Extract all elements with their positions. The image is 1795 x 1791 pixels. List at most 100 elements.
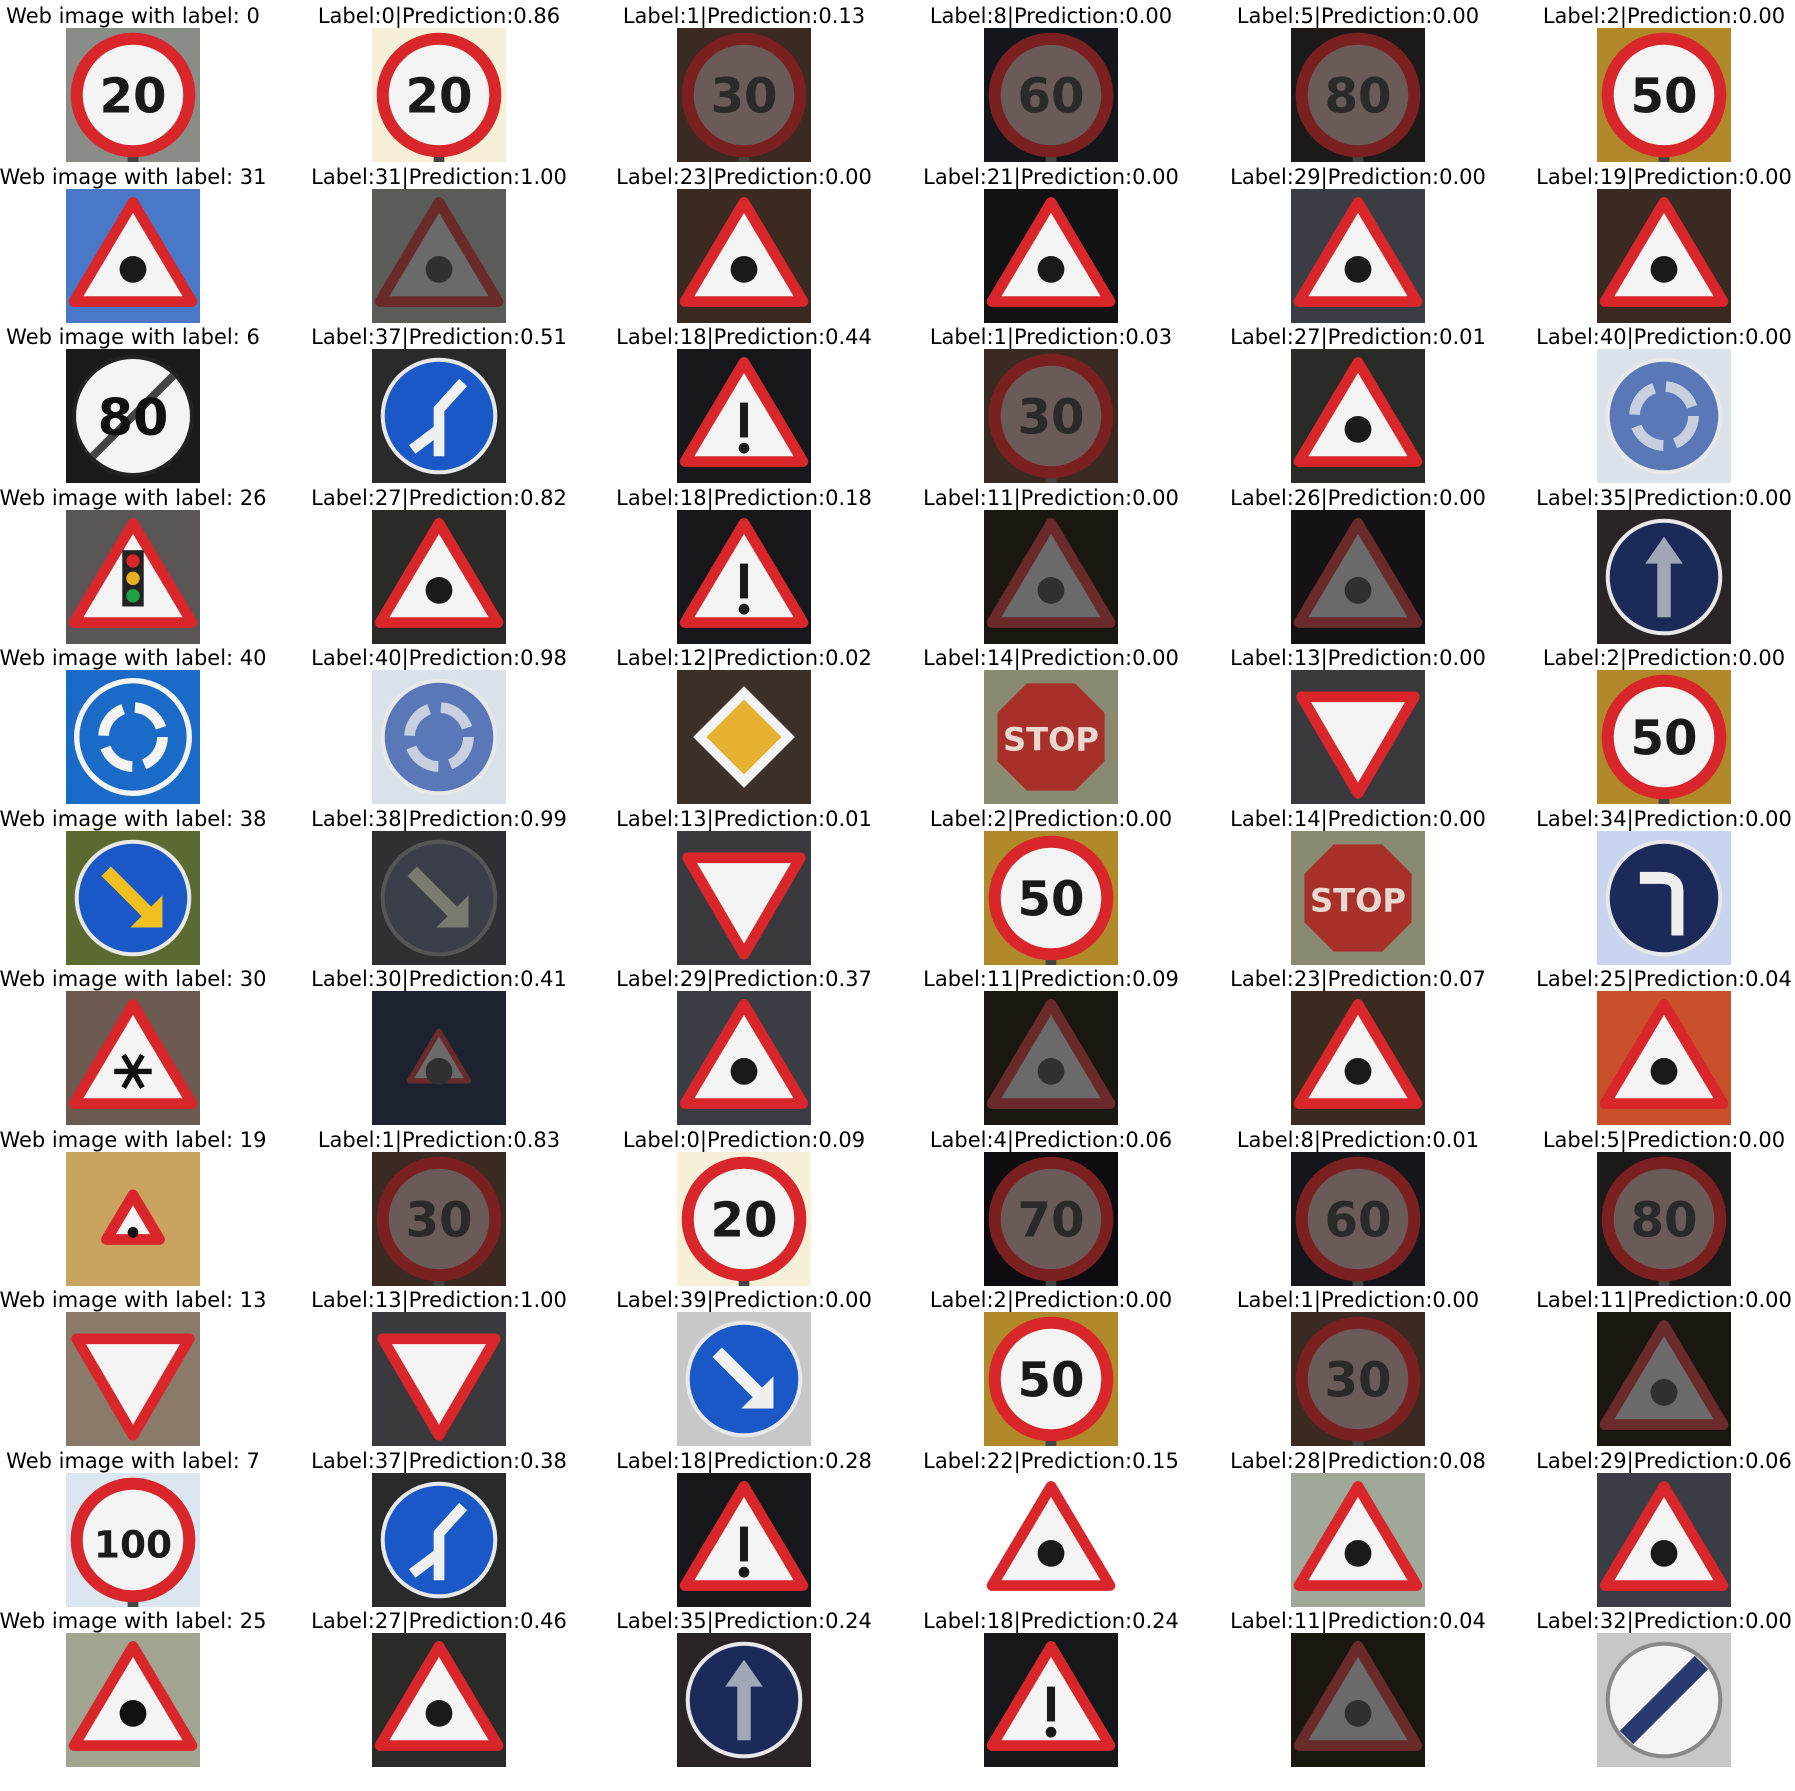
web-sign-image: 100 [66, 1472, 200, 1607]
predicted-sign-image: 30 [372, 1151, 506, 1286]
warning-small-sign-icon [372, 991, 506, 1125]
prediction-title: Label:11|Prediction:0.09 [923, 967, 1179, 991]
svg-text:100: 100 [94, 1522, 172, 1566]
web-sign-image [66, 991, 200, 1125]
prediction-title: Label:35|Prediction:0.00 [1536, 485, 1792, 510]
prediction-cell: Label:27|Prediction:0.82 [289, 482, 589, 644]
prediction-title: Label:8|Prediction:0.00 [929, 4, 1173, 28]
speed-70-dark-sign-icon: 70 [984, 1151, 1118, 1286]
svg-text:80: 80 [1630, 1192, 1697, 1248]
prediction-cell: Label:21|Prediction:0.00 [901, 161, 1201, 323]
web-sign-image [66, 1151, 200, 1286]
prediction-title: Label:26|Prediction:0.00 [1230, 485, 1486, 510]
predicted-sign-image [1291, 188, 1425, 323]
web-image-title: Web image with label: 6 [6, 325, 260, 349]
speed-30-sign-icon: 30 [984, 349, 1118, 483]
predicted-sign-image: 80 [1597, 1151, 1731, 1286]
priority-sign-icon [677, 670, 811, 804]
predicted-sign-image [984, 1472, 1118, 1607]
stop-sign-icon: STOP [984, 670, 1118, 804]
prediction-title: Label:18|Prediction:0.44 [616, 325, 872, 349]
svg-text:STOP: STOP [1310, 881, 1406, 919]
warning-excl-sign-icon [677, 509, 811, 644]
predicted-sign-image: STOP [1291, 830, 1425, 965]
prediction-cell: Label:23|Prediction:0.00 [594, 161, 894, 323]
warning-bike-sign-icon [1291, 188, 1425, 323]
prediction-cell: Label:13|Prediction:0.00 [1208, 642, 1508, 804]
web-image-cell: Web image with label: 0 20 [0, 0, 283, 162]
yield-sign-icon [372, 1312, 506, 1446]
blue-round-sign-icon [1597, 349, 1731, 483]
predicted-sign-image [372, 509, 506, 644]
prediction-title: Label:1|Prediction:0.00 [1236, 1288, 1480, 1312]
prediction-cell: Label:23|Prediction:0.07 [1208, 963, 1508, 1125]
predicted-sign-image [1597, 991, 1731, 1125]
predicted-sign-image [984, 188, 1118, 323]
end-80-sign-icon: 80 [66, 349, 200, 483]
predicted-sign-image [372, 991, 506, 1125]
prediction-title: Label:14|Prediction:0.00 [1230, 806, 1486, 831]
prediction-title: Label:2|Prediction:0.00 [929, 1288, 1173, 1312]
prediction-cell: Label:26|Prediction:0.00 [1208, 482, 1508, 644]
prediction-cell: Label:5|Prediction:0.00 80 [1208, 0, 1508, 162]
web-image-cell: Web image with label: 25 [0, 1605, 283, 1767]
warning-dim-sign-icon [372, 188, 506, 323]
prediction-title: Label:12|Prediction:0.02 [616, 646, 872, 670]
svg-text:30: 30 [710, 68, 777, 124]
prediction-cell: Label:31|Prediction:1.00 [289, 161, 589, 323]
warning-curve-web-sign-icon [66, 1151, 200, 1286]
prediction-title: Label:21|Prediction:0.00 [923, 164, 1179, 189]
warning-excl-sign-icon [984, 1633, 1118, 1767]
warning-bike-sign-icon [677, 991, 811, 1125]
prediction-cell: Label:11|Prediction:0.09 [901, 963, 1201, 1125]
blue-keep-left-sign-icon [677, 1312, 811, 1446]
predicted-sign-image: 20 [372, 28, 506, 162]
speed-100-sign-icon: 100 [66, 1472, 200, 1607]
prediction-cell: Label:37|Prediction:0.38 [289, 1445, 589, 1607]
svg-text:20: 20 [710, 1192, 777, 1248]
prediction-cell: Label:4|Prediction:0.06 70 [901, 1124, 1201, 1286]
prediction-cell: Label:18|Prediction:0.28 [594, 1445, 894, 1607]
prediction-title: Label:37|Prediction:0.38 [311, 1448, 567, 1473]
stop-sign-icon: STOP [1291, 830, 1425, 965]
predicted-sign-image: 50 [984, 830, 1118, 965]
speed-30-sign-icon: 30 [372, 1151, 506, 1286]
predicted-sign-image [984, 1633, 1118, 1767]
blue-round-sign-icon [372, 670, 506, 804]
prediction-title: Label:37|Prediction:0.51 [311, 325, 567, 349]
predicted-sign-image [984, 991, 1118, 1125]
yield-sign-icon [677, 830, 811, 965]
predicted-sign-image [1597, 1633, 1731, 1767]
prediction-cell: Label:8|Prediction:0.00 60 [901, 0, 1201, 162]
predicted-sign-image [372, 1633, 506, 1767]
prediction-title: Label:27|Prediction:0.82 [311, 485, 567, 510]
web-sign-image: 20 [66, 28, 200, 162]
web-sign-image: 80 [66, 349, 200, 483]
prediction-title: Label:35|Prediction:0.24 [616, 1609, 872, 1633]
prediction-cell: Label:1|Prediction:0.00 30 [1208, 1284, 1508, 1446]
prediction-cell: Label:38|Prediction:0.99 [289, 803, 589, 965]
predicted-sign-image [677, 830, 811, 965]
svg-text:30: 30 [1324, 1352, 1391, 1408]
prediction-title: Label:32|Prediction:0.00 [1536, 1609, 1792, 1633]
prediction-cell: Label:18|Prediction:0.18 [594, 482, 894, 644]
prediction-cell: Label:27|Prediction:0.46 [289, 1605, 589, 1767]
predicted-sign-image [1291, 1472, 1425, 1607]
prediction-cell: Label:32|Prediction:0.00 [1514, 1605, 1795, 1767]
warning-dark-sign-icon [1291, 1633, 1425, 1767]
prediction-cell: Label:28|Prediction:0.08 [1208, 1445, 1508, 1607]
predicted-sign-image [677, 1472, 811, 1607]
predicted-sign-image [677, 509, 811, 644]
predicted-sign-image [984, 509, 1118, 644]
prediction-title: Label:27|Prediction:0.46 [311, 1609, 567, 1633]
prediction-title: Label:29|Prediction:0.37 [616, 967, 872, 991]
predicted-sign-image [677, 349, 811, 483]
prediction-cell: Label:29|Prediction:0.37 [594, 963, 894, 1125]
warning-dark-sign-icon [1597, 1312, 1731, 1446]
svg-text:50: 50 [1017, 871, 1084, 927]
warning-animal-sign-icon [66, 188, 200, 323]
prediction-title: Label:39|Prediction:0.00 [616, 1288, 872, 1312]
blue-ahead-sign-icon [1597, 509, 1731, 644]
blue-ahead-sign-icon [677, 1633, 811, 1767]
prediction-title: Label:0|Prediction:0.09 [622, 1127, 866, 1152]
